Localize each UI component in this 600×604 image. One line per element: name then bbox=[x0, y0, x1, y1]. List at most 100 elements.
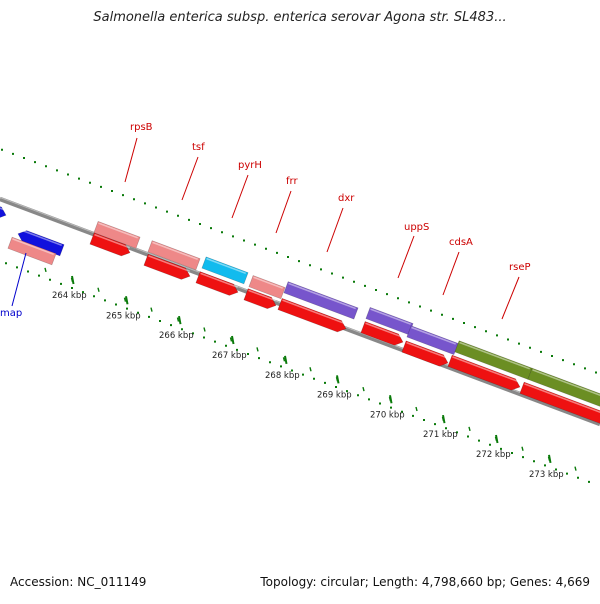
gc-dot bbox=[474, 326, 476, 329]
gc-dot bbox=[551, 355, 553, 357]
map-title: Salmonella enterica subsp. enterica sero… bbox=[93, 10, 507, 25]
gene-feature bbox=[243, 288, 277, 309]
gene-label: cdsA bbox=[449, 237, 473, 248]
kbp-minor-tick bbox=[203, 327, 206, 332]
kbp-label: 265 kbp bbox=[106, 311, 141, 321]
kbp-tick bbox=[284, 355, 288, 365]
gc-dot bbox=[1, 148, 3, 151]
gc-dot bbox=[584, 367, 586, 370]
kbp-label: 267 kbp bbox=[212, 351, 247, 361]
kbp-label: 272 kbp bbox=[476, 450, 511, 460]
gc-dot bbox=[485, 330, 487, 333]
gc-dot bbox=[60, 282, 62, 285]
gc-dot bbox=[529, 346, 531, 349]
kbp-minor-tick bbox=[362, 386, 365, 392]
label-leader-line bbox=[181, 156, 199, 201]
gc-dot bbox=[23, 157, 25, 159]
kbp-label: 271 kbp bbox=[423, 430, 458, 440]
tick-track bbox=[44, 267, 577, 471]
gc-dot bbox=[430, 309, 432, 312]
label-leader-line bbox=[442, 251, 460, 296]
gc-dot bbox=[291, 369, 293, 372]
gc-dot bbox=[5, 262, 7, 265]
gc-dot bbox=[577, 476, 579, 479]
gene-highlight bbox=[452, 356, 520, 383]
gc-dot bbox=[313, 377, 315, 380]
genome-stats-text: Topology: circular; Length: 4,798,660 bp… bbox=[260, 575, 590, 589]
gc-dot bbox=[192, 332, 194, 335]
gc-dot bbox=[507, 338, 509, 341]
gene-highlight bbox=[282, 299, 346, 325]
gc-dot bbox=[100, 185, 102, 188]
gc-dot bbox=[302, 373, 304, 376]
gc-dot bbox=[258, 357, 260, 360]
gc-dot bbox=[408, 301, 410, 304]
gc-dot bbox=[89, 181, 91, 184]
gene-arrow bbox=[406, 325, 459, 356]
gene-feature bbox=[360, 321, 404, 346]
gc-dot bbox=[177, 214, 179, 217]
gc-dot bbox=[170, 324, 172, 327]
gene-label: map bbox=[0, 308, 22, 319]
gene-label: pyrH bbox=[238, 160, 262, 171]
gc-dot bbox=[445, 427, 447, 430]
gc-dot bbox=[489, 443, 491, 446]
gc-dot bbox=[254, 243, 256, 246]
gene-feature bbox=[7, 236, 57, 266]
gene-feature bbox=[0, 203, 7, 219]
gc-dot bbox=[210, 227, 212, 230]
gc-dot bbox=[148, 315, 150, 318]
gc-dot bbox=[412, 414, 414, 417]
gc-dot bbox=[34, 161, 36, 164]
gene-arrow bbox=[243, 288, 277, 309]
kbp-minor-tick bbox=[97, 287, 100, 292]
gc-dot bbox=[496, 334, 498, 337]
gc-dot bbox=[562, 359, 564, 362]
kbp-label: 268 kbp bbox=[265, 371, 300, 381]
gc-dot bbox=[386, 293, 388, 296]
gc-dot bbox=[78, 177, 80, 180]
gc-dot bbox=[115, 303, 117, 306]
gene-label: rpsB bbox=[130, 122, 153, 133]
gc-dot bbox=[144, 202, 146, 205]
label-leader-line bbox=[275, 190, 292, 234]
gc-dot bbox=[573, 363, 575, 366]
gene-highlight bbox=[148, 255, 190, 273]
gc-dot bbox=[533, 460, 535, 463]
gc-dot bbox=[298, 260, 300, 263]
gc-dot bbox=[544, 464, 546, 467]
gc-dot bbox=[280, 365, 282, 368]
gc-dot bbox=[463, 322, 465, 324]
gc-dot bbox=[265, 247, 267, 250]
gene-arrow bbox=[0, 203, 7, 219]
label-leader-line bbox=[326, 207, 344, 253]
kbp-minor-tick bbox=[282, 357, 286, 362]
gc-dot bbox=[379, 402, 381, 405]
gc-dot bbox=[199, 223, 201, 225]
gc-dot bbox=[518, 342, 520, 345]
kbp-minor-tick bbox=[123, 297, 127, 302]
gc-dot bbox=[111, 190, 113, 192]
gc-dot bbox=[38, 274, 40, 277]
gc-dot bbox=[364, 284, 366, 287]
gene-highlight bbox=[98, 222, 138, 239]
gene-arrow bbox=[93, 220, 141, 249]
gc-dot bbox=[401, 410, 403, 413]
gc-dot bbox=[67, 173, 69, 176]
kbp-minor-tick bbox=[415, 406, 418, 412]
label-leader-line bbox=[124, 137, 138, 183]
gc-dot bbox=[155, 206, 157, 209]
gene-label: dxr bbox=[338, 193, 355, 204]
gene-feature bbox=[401, 340, 449, 367]
gene-arrow bbox=[283, 281, 359, 320]
gene-arrow bbox=[248, 275, 286, 300]
gc-dot bbox=[588, 480, 590, 483]
gc-dot bbox=[188, 218, 190, 221]
gene-feature bbox=[248, 275, 286, 300]
gene-arrow bbox=[447, 354, 521, 391]
gc-dot bbox=[467, 435, 469, 438]
label-leader-line bbox=[501, 276, 520, 320]
gc-dot bbox=[104, 299, 106, 302]
gc-dot bbox=[56, 169, 58, 172]
gene-label: tsf bbox=[192, 142, 205, 153]
